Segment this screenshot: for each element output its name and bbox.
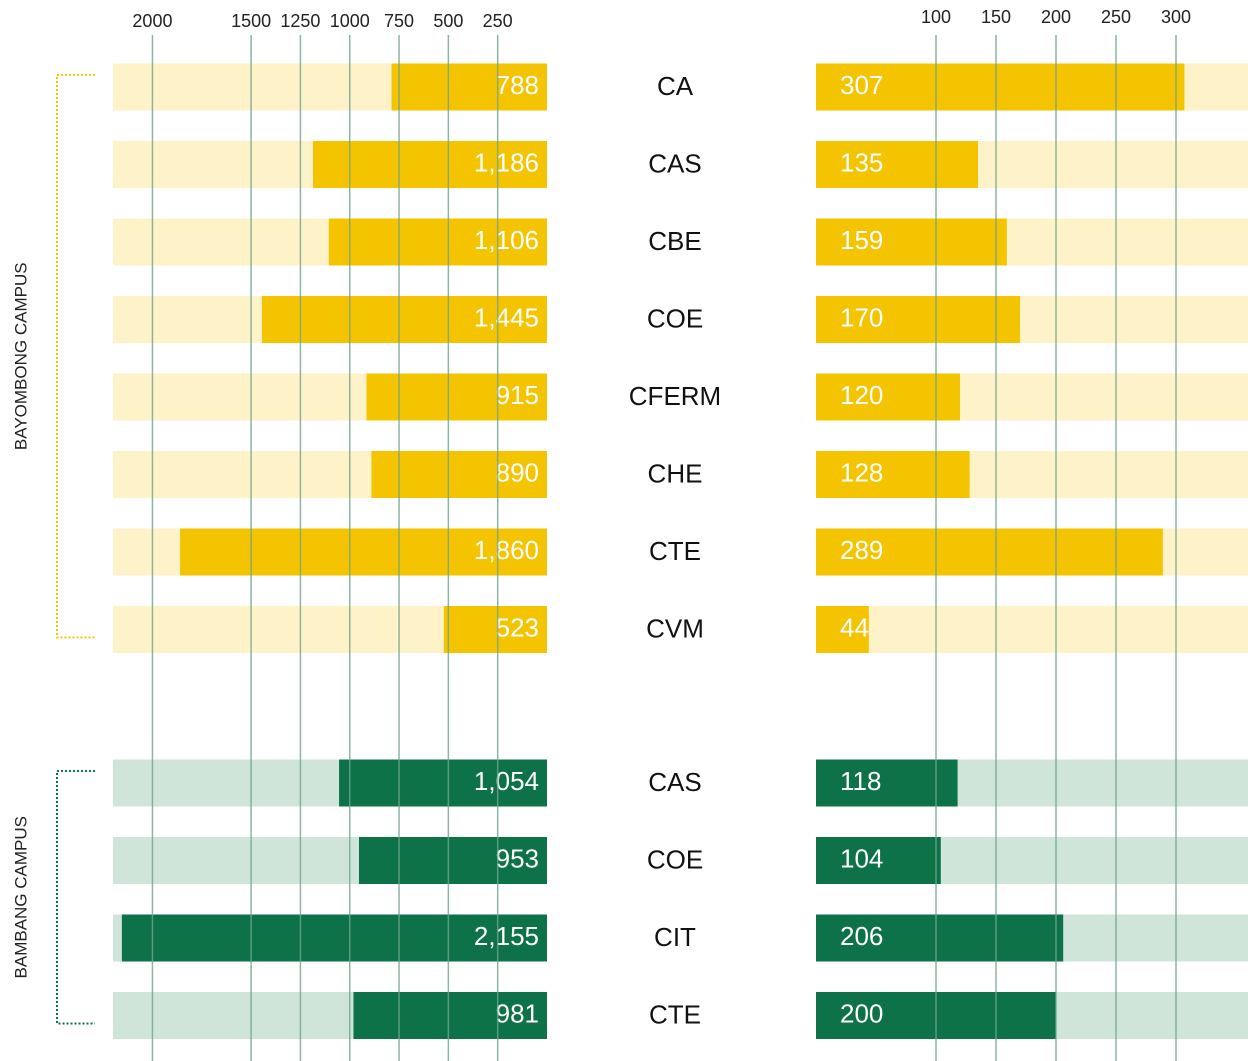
bar xyxy=(816,837,941,884)
bar xyxy=(180,528,547,576)
category-label: CVM xyxy=(646,613,704,643)
bar-track xyxy=(816,606,1248,653)
category-label: CIT xyxy=(654,922,696,952)
category-label: CAS xyxy=(648,767,701,797)
bar xyxy=(816,296,1020,343)
bar xyxy=(816,606,869,653)
x-tick-label: 200 xyxy=(1041,7,1071,27)
value-label: 128 xyxy=(840,457,883,487)
bar xyxy=(816,528,1163,576)
x-tick-label: 300 xyxy=(1161,7,1191,27)
value-label: 118 xyxy=(840,766,881,796)
x-tick-label: 250 xyxy=(483,11,513,31)
value-label: 788 xyxy=(496,70,539,100)
category-label: CTE xyxy=(649,536,701,566)
value-label: 307 xyxy=(840,70,883,100)
bar xyxy=(313,141,547,188)
bar xyxy=(121,914,548,962)
value-label: 289 xyxy=(840,535,883,565)
bar xyxy=(339,759,547,807)
bar xyxy=(816,759,958,807)
group-bracket xyxy=(56,770,95,1025)
category-label: CAS xyxy=(648,148,701,178)
bar xyxy=(443,606,547,653)
bar xyxy=(353,992,547,1039)
category-label: COE xyxy=(647,844,703,874)
bar xyxy=(816,451,970,498)
value-label: 890 xyxy=(496,457,539,487)
value-label: 1,860 xyxy=(474,535,539,565)
x-tick-label: 150 xyxy=(981,7,1011,27)
value-label: 915 xyxy=(496,380,539,410)
bar xyxy=(328,218,547,266)
value-label: 104 xyxy=(840,843,883,873)
bar xyxy=(261,296,547,343)
value-label: 1,186 xyxy=(474,147,539,177)
category-label: CBE xyxy=(648,226,701,256)
value-label: 1,106 xyxy=(474,225,539,255)
bar xyxy=(816,373,960,421)
value-label: 206 xyxy=(840,921,883,951)
category-label: CA xyxy=(657,71,694,101)
group-label: BAYOMBONG CAMPUS xyxy=(11,262,30,450)
x-tick-label: 250 xyxy=(1101,7,1131,27)
x-tick-label: 1250 xyxy=(280,11,320,31)
category-label: CHE xyxy=(648,458,703,488)
value-label: 981 xyxy=(496,998,539,1028)
group-bracket xyxy=(56,74,95,639)
value-label: 523 xyxy=(496,612,539,642)
category-label: COE xyxy=(647,303,703,333)
x-tick-label: 1500 xyxy=(231,11,271,31)
x-tick-label: 100 xyxy=(921,7,951,27)
value-label: 170 xyxy=(840,302,883,332)
value-label: 953 xyxy=(496,843,539,873)
bar xyxy=(366,373,547,421)
x-tick-label: 1000 xyxy=(330,11,370,31)
value-label: 200 xyxy=(840,998,883,1028)
value-label: 44 xyxy=(840,612,869,642)
x-tick-label: 750 xyxy=(384,11,414,31)
value-label: 135 xyxy=(840,147,883,177)
value-label: 2,155 xyxy=(474,921,539,951)
value-label: 1,054 xyxy=(474,766,539,796)
category-label: CTE xyxy=(649,999,701,1029)
value-label: 1,445 xyxy=(474,302,539,332)
bar xyxy=(816,141,978,188)
group-label: BAMBANG CAMPUS xyxy=(11,816,30,978)
category-label: CFERM xyxy=(629,381,721,411)
value-label: 159 xyxy=(840,225,883,255)
x-tick-label: 2000 xyxy=(132,11,172,31)
bar xyxy=(816,218,1007,266)
bar xyxy=(391,63,547,111)
bar xyxy=(371,451,547,498)
bar xyxy=(358,837,547,884)
bar xyxy=(816,63,1185,111)
bar xyxy=(816,914,1064,962)
value-label: 120 xyxy=(840,380,883,410)
x-tick-label: 500 xyxy=(433,11,463,31)
